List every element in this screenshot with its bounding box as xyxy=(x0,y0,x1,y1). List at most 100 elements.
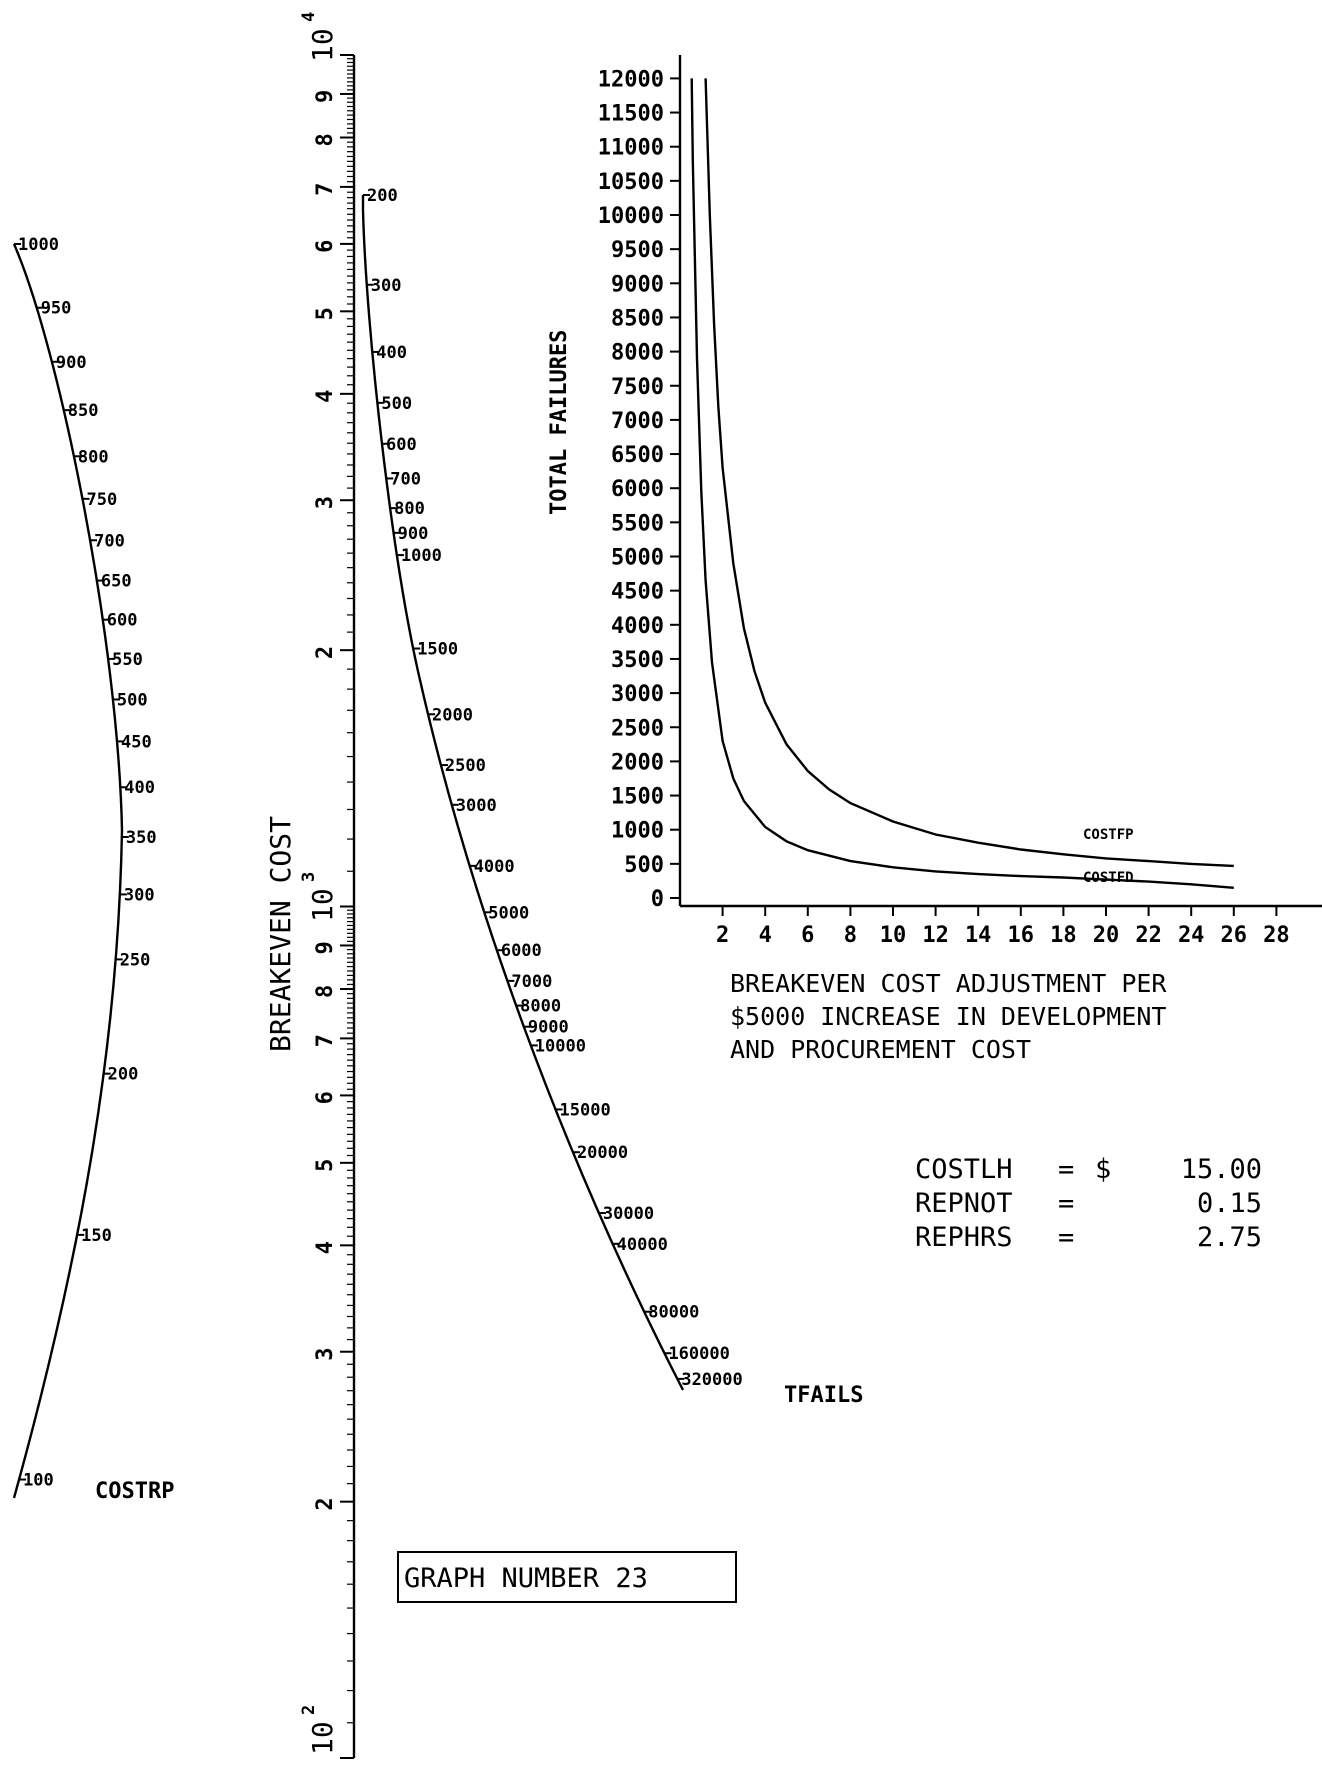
plot-x-tick-label: 8 xyxy=(844,923,857,948)
log-tick-label: 9 xyxy=(313,941,338,954)
costrp-tick-label: 550 xyxy=(112,650,143,670)
costrp-tick-label: 200 xyxy=(108,1065,139,1085)
costrp-tick-label: 700 xyxy=(94,531,125,551)
tfails-tick-label: 3000 xyxy=(456,796,497,816)
plot-x-tick-label: 20 xyxy=(1093,923,1120,948)
svg-text:COSTLH: COSTLH xyxy=(915,1154,1013,1185)
tfails-tick-label: 15000 xyxy=(560,1100,611,1120)
tfails-tick-label: 900 xyxy=(398,524,429,544)
series-label-costfd: COSTFD xyxy=(1083,870,1134,886)
plot-x-tick-label: 26 xyxy=(1221,923,1248,948)
plot-y-tick-label: 11500 xyxy=(598,102,664,127)
tfails-tick-label: 1000 xyxy=(401,546,442,566)
svg-text:3: 3 xyxy=(299,872,319,882)
costrp-tick-label: 950 xyxy=(41,299,72,319)
tfails-tick-label: 5000 xyxy=(488,903,529,923)
plot-x-tick-label: 14 xyxy=(965,923,992,948)
plot-x-axis-title-line1: BREAKEVEN COST ADJUSTMENT PER xyxy=(730,969,1167,998)
tfails-tick-label: 7000 xyxy=(511,972,552,992)
plot-x-tick-label: 22 xyxy=(1135,923,1162,948)
plot-y-tick-label: 7000 xyxy=(611,409,664,434)
plot-y-tick-label: 5500 xyxy=(611,511,664,536)
decade-label-bottom: 10 2 xyxy=(299,1705,339,1755)
plot-y-tick-label: 7500 xyxy=(611,375,664,400)
svg-text:$: $ xyxy=(1095,1154,1111,1185)
tfails-tick-label: 30000 xyxy=(603,1204,654,1224)
costrp-tick-label: 650 xyxy=(101,572,132,592)
plot-x-tick-label: 24 xyxy=(1178,923,1205,948)
svg-text:=: = xyxy=(1058,1188,1074,1219)
plot-x-tick-label: 10 xyxy=(880,923,907,948)
log-tick-label: 5 xyxy=(313,307,338,320)
plot-x-axis-title-line3: AND PROCUREMENT COST xyxy=(730,1035,1031,1064)
tfails-tick-label: 80000 xyxy=(648,1303,699,1323)
costrp-tick-label: 900 xyxy=(56,353,87,373)
tfails-tick-label: 8000 xyxy=(520,997,561,1017)
svg-text:10: 10 xyxy=(306,28,339,62)
plot-y-tick-label: 2500 xyxy=(611,716,664,741)
plot-y-tick-label: 1500 xyxy=(611,785,664,810)
plot-y-tick-label: 11000 xyxy=(598,136,664,161)
log-tick-label: 4 xyxy=(313,390,338,403)
tfails-tick-label: 2000 xyxy=(432,705,473,725)
costrp-tick-label: 850 xyxy=(68,401,99,421)
param-rephrs: REPHRS = 2.75 xyxy=(915,1222,1262,1253)
decade-label-middle: 10 3 xyxy=(299,872,339,922)
log-tick-label: 3 xyxy=(313,496,338,509)
svg-text:2.75: 2.75 xyxy=(1197,1222,1262,1253)
plot-y-tick-label: 2000 xyxy=(611,750,664,775)
costrp-axis-name: COSTRP xyxy=(95,1479,174,1504)
tfails-tick-label: 800 xyxy=(394,499,425,519)
svg-text:0.15: 0.15 xyxy=(1197,1188,1262,1219)
costrp-curve xyxy=(12,243,124,1499)
tfails-tick-label: 6000 xyxy=(501,941,542,961)
tfails-tick-label: 4000 xyxy=(474,857,515,877)
plot-y-tick-label: 8500 xyxy=(611,306,664,331)
log-tick-label: 9 xyxy=(313,90,338,103)
series-line-costfp xyxy=(704,78,1234,868)
tfails-tick-label: 700 xyxy=(390,469,421,489)
costrp-tick-label: 150 xyxy=(81,1226,112,1246)
plot-y-tick-label: 10500 xyxy=(598,170,664,195)
log-tick-label: 4 xyxy=(313,1241,338,1254)
parameter-block: COSTLH = $ 15.00 REPNOT = 0.15 REPHRS = … xyxy=(915,1154,1262,1253)
plot-x-tick-label: 12 xyxy=(922,923,949,948)
log-tick-label: 5 xyxy=(313,1159,338,1172)
param-costlh: COSTLH = $ 15.00 xyxy=(915,1154,1262,1185)
tfails-scale: 2003004005006007008009001000150020002500… xyxy=(361,186,863,1408)
plot-y-axis-title: TOTAL FAILURES xyxy=(547,330,572,515)
svg-text:10: 10 xyxy=(306,1721,339,1755)
tfails-curve xyxy=(361,195,685,1391)
log-tick-label: 8 xyxy=(313,985,338,998)
tfails-axis-name: TFAILS xyxy=(784,1383,863,1408)
log-tick-label: 8 xyxy=(313,133,338,146)
plot-y-tick-label: 10000 xyxy=(598,204,664,229)
plot-y-tick-label: 9000 xyxy=(611,272,664,297)
param-repnot: REPNOT = 0.15 xyxy=(915,1188,1262,1219)
plot-x-axis-title-line2: $5000 INCREASE IN DEVELOPMENT xyxy=(730,1002,1167,1031)
svg-text:REPNOT: REPNOT xyxy=(915,1188,1013,1219)
costrp-tick-label: 350 xyxy=(126,828,157,848)
log-tick-label: 6 xyxy=(313,240,338,253)
svg-text:=: = xyxy=(1058,1222,1074,1253)
costrp-tick-label: 1000 xyxy=(18,235,59,255)
svg-text:10: 10 xyxy=(306,888,339,922)
log-tick-label: 2 xyxy=(313,646,338,659)
plot-x-tick-label: 18 xyxy=(1050,923,1077,948)
tfails-tick-label: 2500 xyxy=(445,756,486,776)
tfails-tick-label: 1500 xyxy=(417,640,458,660)
svg-text:2: 2 xyxy=(299,1705,319,1715)
log-tick-label: 2 xyxy=(313,1497,338,1510)
svg-text:4: 4 xyxy=(299,12,319,22)
svg-text:REPHRS: REPHRS xyxy=(915,1222,1013,1253)
costrp-tick-label: 250 xyxy=(120,950,151,970)
tfails-tick-label: 160000 xyxy=(668,1344,729,1364)
tfails-tick-label: 400 xyxy=(376,343,407,363)
plot-x-tick-label: 4 xyxy=(759,923,772,948)
tfails-tick-label: 500 xyxy=(381,394,412,414)
plot-y-tick-label: 0 xyxy=(651,887,664,912)
svg-text:=: = xyxy=(1058,1154,1074,1185)
costrp-tick-label: 400 xyxy=(124,778,155,798)
tfails-tick-label: 9000 xyxy=(528,1018,569,1038)
graph-number-label: GRAPH NUMBER 23 xyxy=(404,1563,648,1594)
